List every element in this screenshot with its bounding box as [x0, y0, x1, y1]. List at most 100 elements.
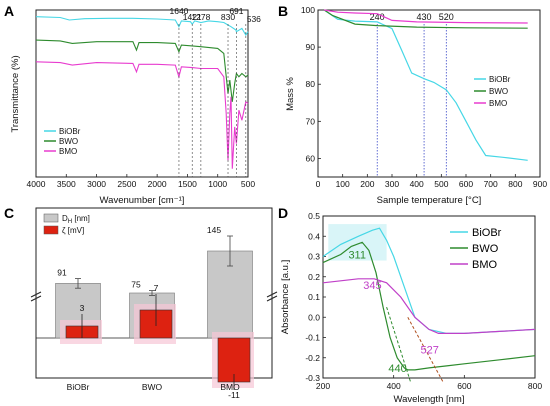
b-xtick-label: 200	[360, 179, 374, 189]
c-zeta-value: 3	[80, 303, 85, 313]
a-series-line	[35, 39, 249, 102]
d-ytick-label: 0.5	[308, 211, 320, 221]
a-legend-label: BiOBr	[59, 127, 81, 136]
b-ytick-label: 100	[301, 5, 315, 15]
a-xtick-label: 1500	[178, 179, 197, 189]
panel-letter-b: B	[278, 3, 288, 19]
a-series-line	[35, 61, 249, 169]
c-legend-main: D	[62, 214, 68, 223]
a-xtick-label: 4000	[27, 179, 46, 189]
c-legend-rest: [mV]	[66, 226, 85, 235]
d-xtick-label: 200	[316, 381, 330, 391]
c-legend-label: DH [nm]	[62, 214, 90, 225]
c-zeta-value: -11	[228, 390, 240, 400]
a-peak-label: 536	[247, 14, 261, 24]
b-legend-label: BiOBr	[489, 75, 511, 84]
d-legend-label: BWO	[472, 243, 499, 255]
panel-c-legend: DH [nm]ζ [mV]	[43, 213, 90, 235]
c-legend-label: ζ [mV]	[62, 226, 84, 235]
b-ytick-label: 80	[306, 79, 316, 89]
d-highlight	[328, 224, 387, 261]
a-peak-label: 1421	[183, 12, 202, 22]
panel-d-legend: BiOBr BWO BMO	[450, 227, 502, 271]
d-xtick-label: 600	[457, 381, 471, 391]
b-ytick-label: 60	[306, 153, 316, 163]
b-series-line	[323, 9, 528, 161]
b-vline-label: 240	[370, 12, 385, 22]
panel-a-ftir: 4000 3500 3000 2500 2000 1500 1000 500 16401421…	[10, 6, 261, 206]
panel-c-frame	[35, 207, 273, 379]
c-dh-value: 145	[207, 225, 221, 235]
c-axis-break-left	[30, 291, 42, 302]
a-peak-label: 691	[229, 6, 243, 16]
d-annotation: 345	[363, 280, 381, 292]
d-xtick-label: 800	[528, 381, 542, 391]
panel-a-xlabel: Wavenumber [cm⁻¹]	[100, 195, 185, 206]
d-annotation: 527	[421, 345, 439, 357]
b-xtick-label: 900	[533, 179, 547, 189]
c-legend-rest: [nm]	[72, 214, 90, 223]
d-ytick-label: 0.1	[308, 292, 320, 302]
panel-a-ylabel: Transmittance (%)	[10, 55, 21, 132]
b-vline-label: 520	[439, 12, 454, 22]
d-series-line	[322, 278, 536, 334]
a-xtick-label: 3500	[57, 179, 76, 189]
d-legend-label: BMO	[472, 259, 498, 271]
panel-b-frame	[317, 9, 541, 178]
d-ytick-label: 0.3	[308, 252, 320, 262]
c-legend-main: ζ	[62, 226, 66, 235]
b-ytick-label: 90	[306, 42, 316, 52]
c-category-label: BMO	[220, 382, 240, 392]
b-xtick-label: 500	[434, 179, 448, 189]
d-ytick-label: -0.2	[305, 353, 320, 363]
a-peak-label: 1640	[169, 6, 188, 16]
panel-b-xlabel: Sample temperature [°C]	[377, 195, 482, 206]
panel-d-ylabel: Absorbance [a.u.]	[280, 260, 291, 334]
d-tangent-bmo	[407, 317, 444, 383]
d-ytick-label: -0.3	[305, 373, 320, 383]
a-peak-label: 830	[221, 12, 235, 22]
b-xtick-label: 400	[410, 179, 424, 189]
d-legend-label: BiOBr	[472, 227, 502, 239]
c-dh-value: 75	[131, 280, 141, 290]
c-legend-swatch	[43, 213, 59, 223]
c-dh-value: 91	[57, 268, 67, 278]
d-series-line	[322, 241, 536, 371]
a-xtick-label: 2000	[148, 179, 167, 189]
a-legend-label: BMO	[59, 147, 77, 156]
c-category-label: BiOBr	[67, 382, 90, 392]
c-category-label: BWO	[142, 382, 163, 392]
c-axis-break-right	[266, 291, 278, 302]
a-peak-label: 1278	[191, 12, 210, 22]
a-series-line	[35, 16, 249, 37]
c-legend-sub: H	[68, 219, 72, 225]
b-xtick-label: 0	[316, 179, 321, 189]
d-ytick-label: -0.1	[305, 333, 320, 343]
c-zeta-value: 7	[154, 283, 159, 293]
b-legend-label: BMO	[489, 99, 507, 108]
panel-b-legend: BiOBr BWO BMO	[474, 75, 511, 108]
b-xtick-label: 700	[484, 179, 498, 189]
d-tangent-bwo	[386, 306, 412, 383]
b-ytick-label: 70	[306, 116, 316, 126]
b-xtick-label: 600	[459, 179, 473, 189]
d-xtick-label: 400	[387, 381, 401, 391]
d-ytick-label: 0.4	[308, 231, 320, 241]
panel-d-uvvis: 200 400 600 800 -0.3 -0.2 -0.1 0.0 0.1 0.2 0.3 0.4 0…	[280, 211, 542, 405]
a-xtick-label: 1000	[208, 179, 227, 189]
a-legend-label: BWO	[59, 137, 78, 146]
panel-b-tga: 0 100 200 300 400 500 600 700 800 90060708090100 …	[285, 5, 547, 206]
d-ytick-label: 0.0	[308, 312, 320, 322]
b-xtick-label: 300	[385, 179, 399, 189]
b-legend-label: BWO	[489, 87, 508, 96]
panel-d-xlabel: Wavelength [nm]	[394, 394, 465, 405]
a-xtick-label: 2500	[117, 179, 136, 189]
c-legend-swatch	[43, 225, 59, 235]
d-annotation: 440	[388, 363, 406, 375]
panel-letter-a: A	[4, 3, 14, 19]
b-vline-label: 430	[417, 12, 432, 22]
panel-letter-d: D	[278, 205, 288, 221]
